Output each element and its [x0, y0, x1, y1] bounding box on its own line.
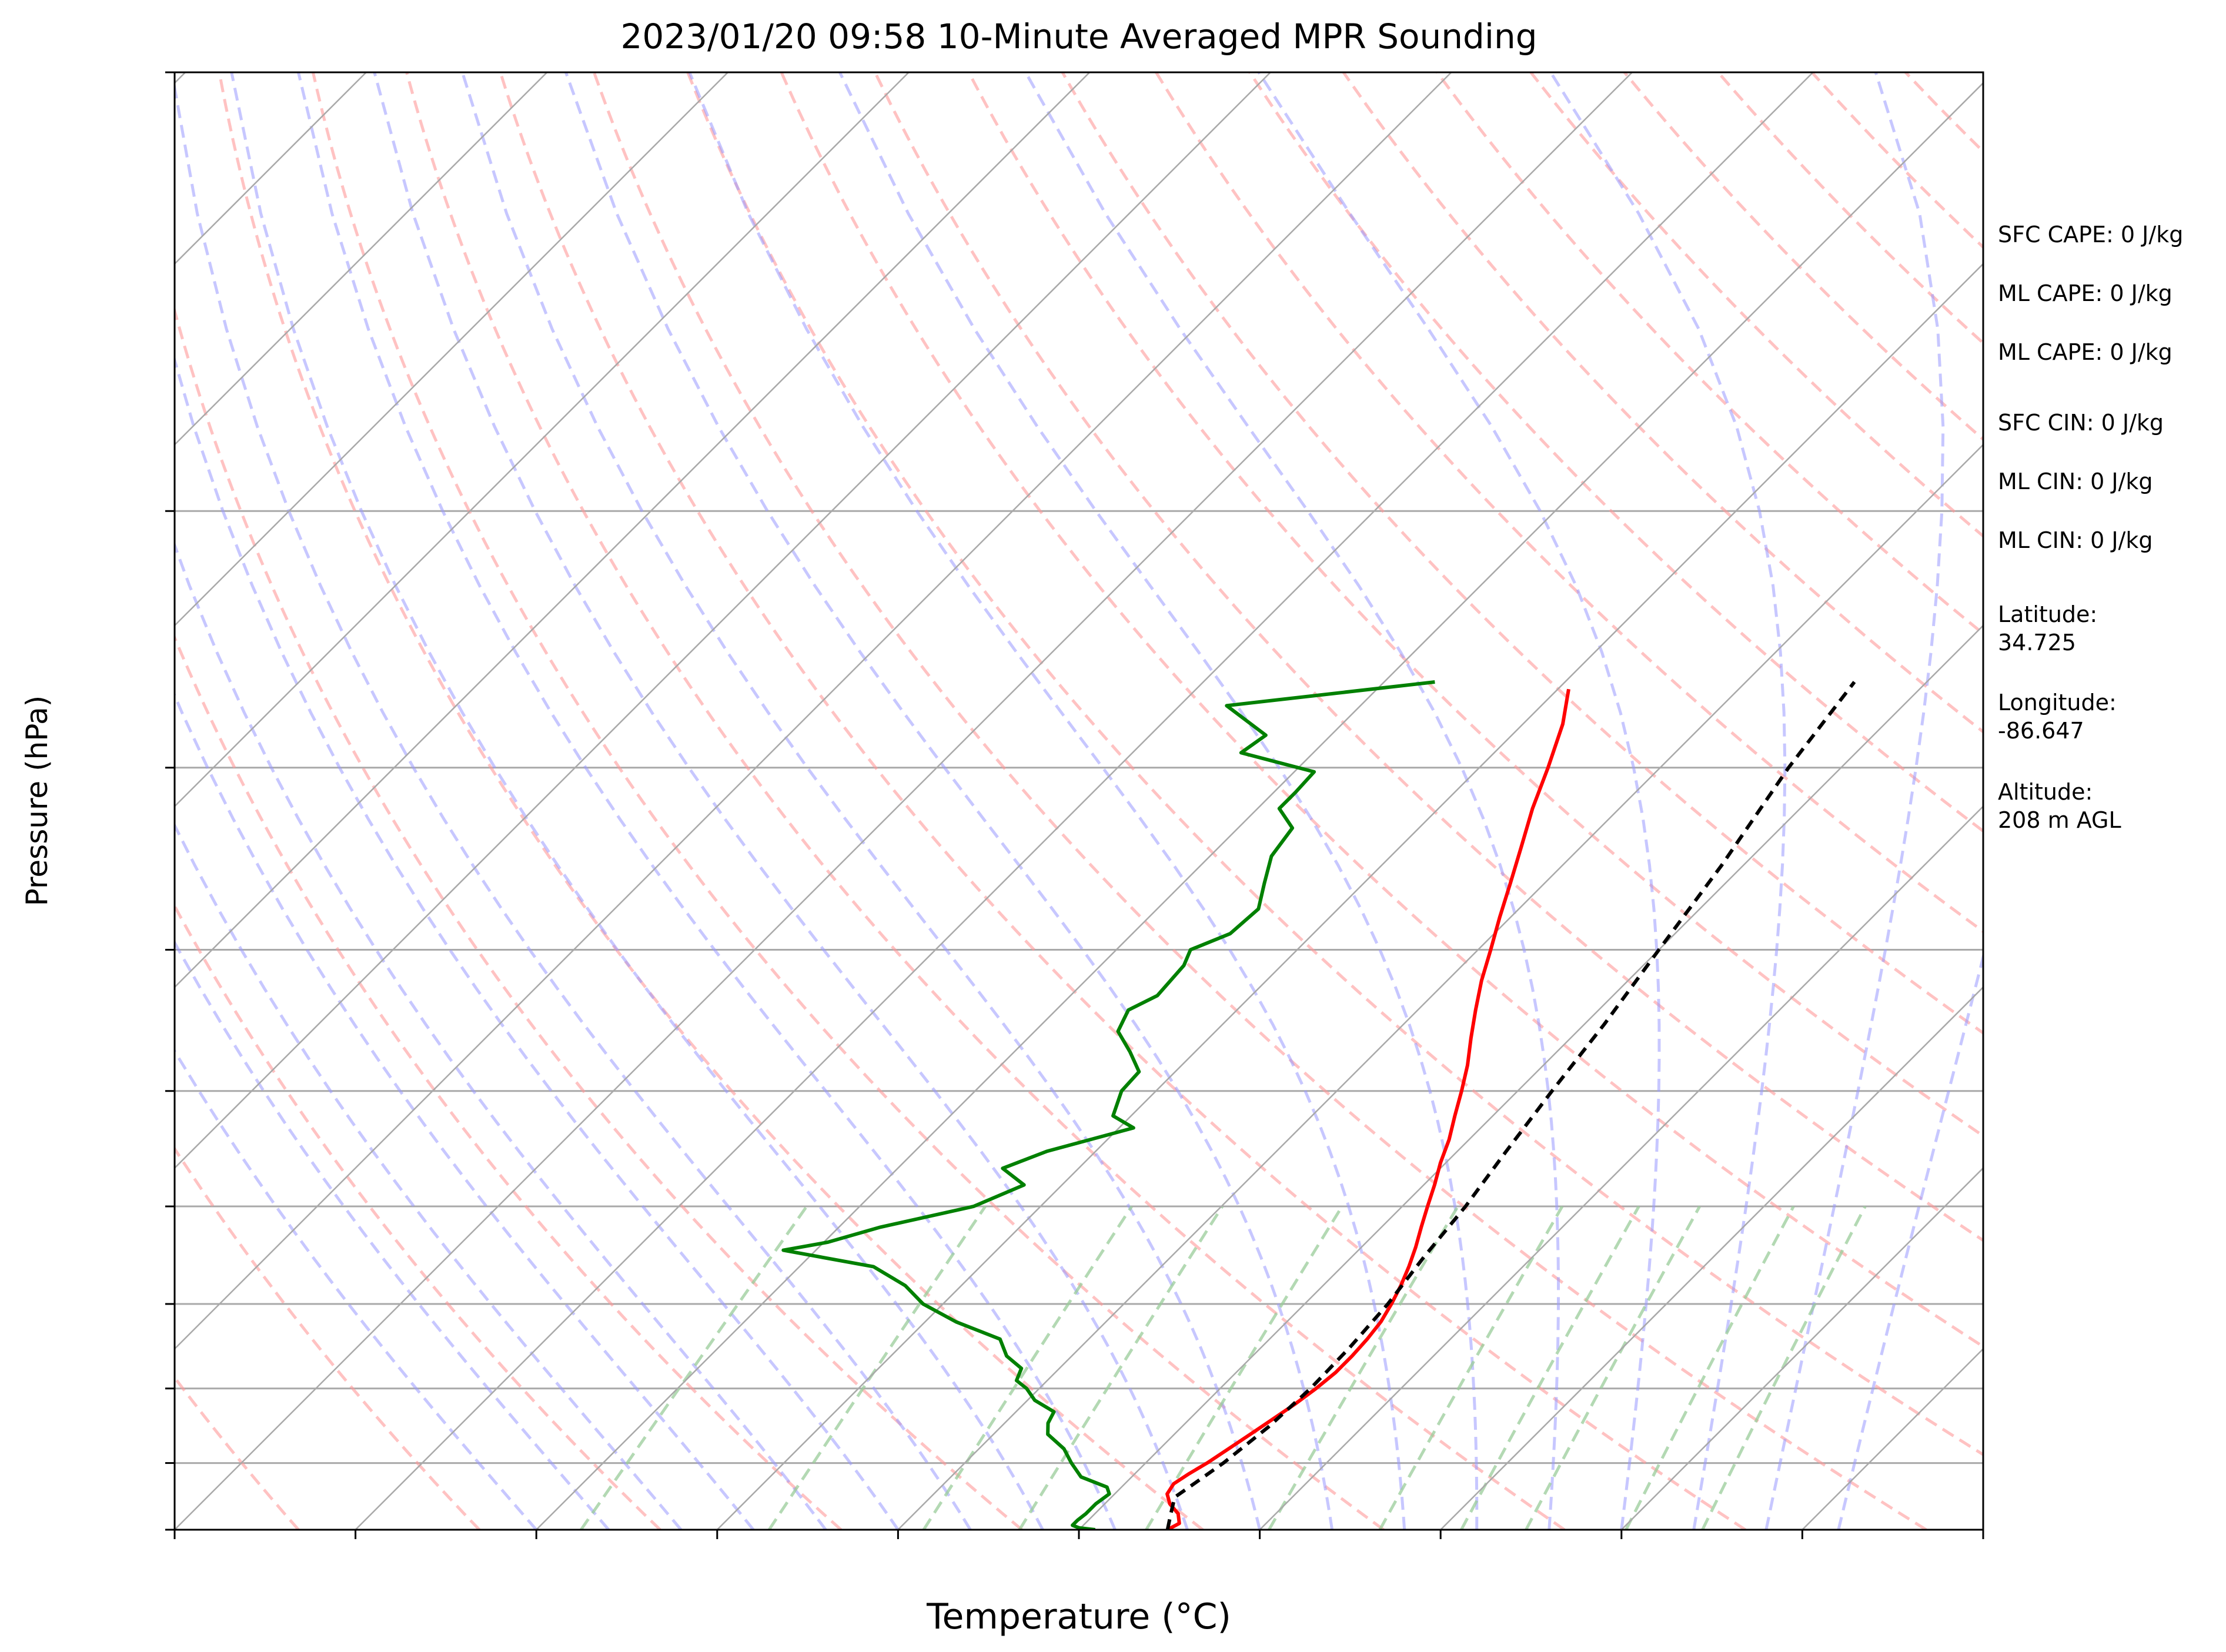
data-series [781, 680, 1856, 1530]
dry-adiabat-line [1248, 72, 1983, 833]
isotherm-line [1620, 1167, 1983, 1530]
background-lines [0, 72, 1983, 1530]
parcel-profile-line [1165, 681, 1856, 1530]
dry-adiabat-line [780, 72, 1983, 1349]
info-line: SFC CIN: 0 J/kg [1998, 410, 2164, 436]
dry-adiabat-line [405, 72, 1566, 1530]
mixing-ratio-line [1525, 1205, 1701, 1530]
isotherm-line [175, 72, 1091, 988]
moist-adiabat-line [175, 355, 900, 1530]
isotherm-line [175, 72, 910, 808]
isotherm-line [1440, 986, 1983, 1530]
moist-adiabat-line [1024, 72, 1560, 1530]
moist-adiabat-line [175, 79, 972, 1530]
info-line: ML CIN: 0 J/kg [1998, 469, 2153, 494]
info-line: SFC CAPE: 0 J/kg [1998, 222, 2183, 248]
dry-adiabat-line [592, 72, 1927, 1530]
info-text: SFC CIN: 0 J/kg [1998, 410, 2164, 436]
isotherm-line [897, 443, 1983, 1530]
dry-adiabat-line [1061, 72, 1983, 1035]
dry-adiabat-line [1436, 72, 1983, 636]
mixing-ratio-line [768, 1205, 987, 1530]
moist-adiabat-line [1764, 72, 1945, 1530]
y-axis-label: Pressure (hPa) [20, 695, 54, 907]
chart-title: 2023/01/20 09:58 10-Minute Averaged MPR … [620, 16, 1537, 56]
moist-adiabat-line [175, 691, 755, 1530]
x-axis-label: Temperature (°C) [926, 1596, 1231, 1637]
info-text: -86.647 [1998, 718, 2084, 744]
plot-area [0, 71, 1984, 1531]
info-line: ML CAPE: 0 J/kg [1998, 280, 2172, 306]
info-text: Longitude: [1998, 690, 2117, 715]
info-line: ML CAPE: 0 J/kg [1998, 339, 2172, 365]
info-text: ML CAPE: 0 J/kg [1998, 339, 2172, 365]
info-text: SFC CAPE: 0 J/kg [1998, 222, 2183, 248]
isotherm-line [1078, 624, 1983, 1530]
mixing-ratio-line [1701, 1205, 1867, 1530]
moist-adiabat-line [175, 939, 610, 1530]
info-text: ML CAPE: 0 J/kg [1998, 280, 2172, 306]
dry-adiabat-line [1529, 72, 1983, 539]
dry-adiabat-line [311, 72, 1385, 1530]
dry-adiabat-line [1342, 72, 1983, 734]
moist-adiabat-line [688, 72, 1406, 1530]
isotherm-line [175, 72, 1271, 1169]
x-axis [173, 1530, 1984, 1539]
dry-adiabat-line [218, 72, 1204, 1530]
isotherm-line [536, 82, 1983, 1530]
moist-adiabat-line [1257, 72, 1661, 1530]
isotherm-line [355, 72, 1814, 1530]
isotherm-line [716, 263, 1983, 1530]
isotherm-line [175, 72, 1452, 1350]
moist-adiabat-line [175, 541, 827, 1530]
dry-adiabat-line [967, 72, 1983, 1138]
dry-adiabat-line [686, 72, 1983, 1457]
mixing-ratio-line [1378, 1205, 1564, 1530]
mixing-ratio-line [580, 1205, 808, 1530]
dry-adiabat-line [175, 305, 1023, 1530]
moist-adiabat-line [373, 72, 1189, 1530]
info-text: Altitude: [1998, 779, 2093, 805]
moist-adiabat-line [297, 72, 1117, 1530]
info-line: Altitude: 208 m AGL [1998, 779, 2121, 833]
isotherm-line [0, 72, 5, 1530]
isotherm-line [175, 72, 1633, 1530]
moist-adiabat-line [564, 72, 1334, 1530]
info-panel: SFC CAPE: 0 J/kg ML CAPE: 0 J/kg ML CAPE: … [1998, 222, 2183, 833]
info-line: Latitude: 34.725 [1998, 601, 2097, 656]
dry-adiabat-line [1155, 72, 1983, 934]
moist-adiabat-line [175, 822, 683, 1530]
dry-adiabat-line [499, 72, 1746, 1530]
plot-frame [173, 71, 1984, 1531]
info-line: ML CIN: 0 J/kg [1998, 527, 2153, 553]
info-text: ML CIN: 0 J/kg [1998, 469, 2153, 494]
info-text: 208 m AGL [1998, 807, 2121, 833]
mixing-ratio-line [922, 1205, 1133, 1530]
info-text: ML CIN: 0 J/kg [1998, 527, 2153, 553]
mixing-ratio-line [1018, 1205, 1224, 1530]
dry-adiabat-line [175, 1146, 481, 1530]
isotherm-line [175, 72, 367, 265]
moist-adiabat-line [1549, 72, 1787, 1530]
moist-adiabat-line [461, 72, 1262, 1530]
temperature-profile-line [1165, 688, 1570, 1530]
mixing-ratio-line [1625, 1205, 1795, 1530]
mixing-ratio-line [1268, 1205, 1459, 1530]
dry-adiabat-line [175, 903, 661, 1530]
dry-adiabat-line [175, 634, 843, 1530]
info-text: 34.725 [1998, 630, 2076, 656]
info-line: Longitude: -86.647 [1998, 690, 2117, 744]
moist-adiabat-line [175, 1048, 538, 1530]
moist-adiabat-line [230, 72, 1044, 1530]
info-text: Latitude: [1998, 601, 2097, 627]
isotherm-line [1259, 805, 1983, 1530]
dewpoint-profile-line [781, 680, 1435, 1530]
y-axis [165, 71, 175, 1531]
isotherm-line [175, 72, 548, 446]
isotherm-line [175, 72, 728, 627]
moist-adiabat-line [1837, 951, 1983, 1530]
